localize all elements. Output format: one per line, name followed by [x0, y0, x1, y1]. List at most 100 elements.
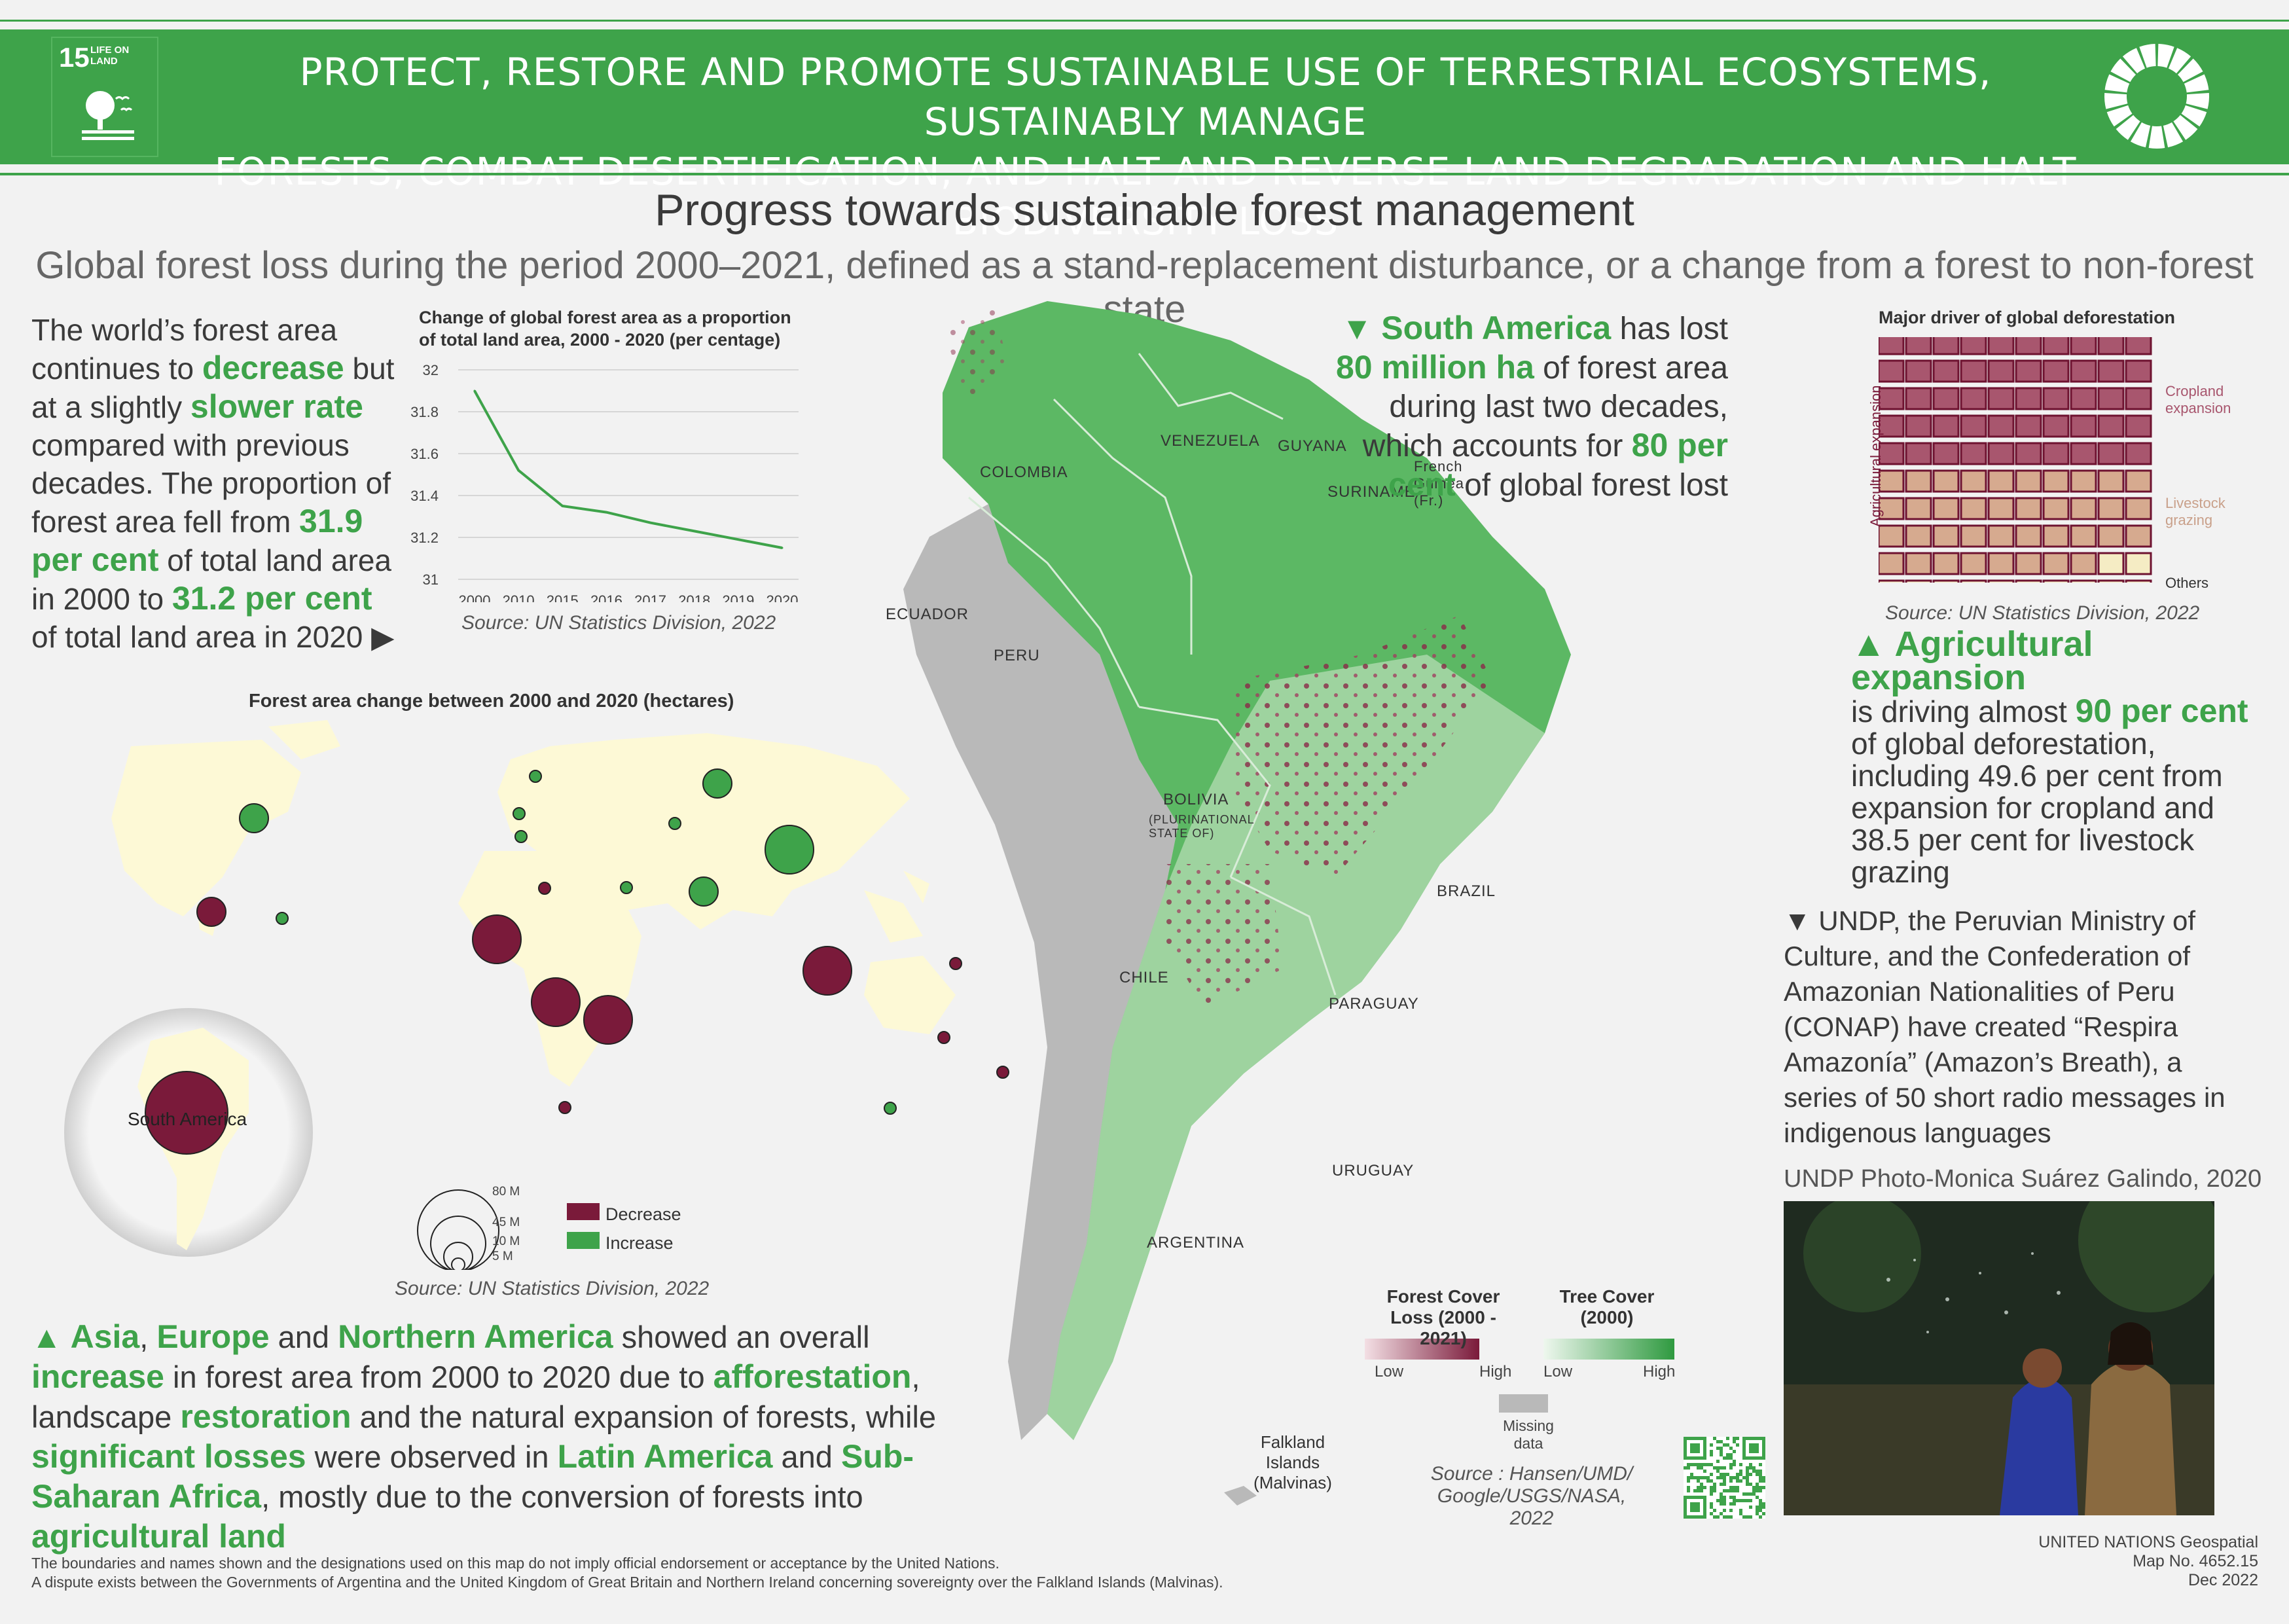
waffle-cell-others	[1879, 579, 1905, 583]
bubble-pacific	[996, 1066, 1009, 1079]
label-cropland: Cropland expansion	[2165, 383, 2231, 416]
falklands-shape	[1224, 1486, 1257, 1506]
waffle-cell-livestock	[1879, 469, 1905, 493]
disclaimer-line1: The boundaries and names shown and the d…	[31, 1555, 1000, 1572]
legend-increase-swatch	[567, 1232, 600, 1249]
waffle-cell-cropland	[2125, 387, 2152, 410]
arc-of-deforestation	[1231, 615, 1492, 877]
waffle-cell-cropland	[2097, 337, 2125, 355]
loss-legend-low: Low	[1375, 1363, 1404, 1380]
agri-text-2: of global deforestation, including 49.6 …	[1851, 727, 2223, 889]
label-argentina: ARGENTINA	[1147, 1234, 1245, 1252]
andes-missing-data-area	[903, 504, 1178, 1440]
size-legend-10m: 10 M	[492, 1235, 520, 1248]
bubble-northern-africa	[538, 882, 551, 895]
waffle-cell-cropland	[1879, 414, 1905, 438]
south-america-forest-map	[903, 301, 1674, 1506]
low-tree-cover-area	[1047, 655, 1545, 1440]
page-subtitle: Global forest loss during the period 200…	[35, 244, 2254, 331]
waffle-cell-cropland	[1905, 337, 1932, 355]
data-point	[649, 522, 652, 524]
intro-text-2: but at a slightly	[31, 352, 395, 424]
world-map-title: Forest area change between 2000 and 2020…	[249, 691, 734, 712]
x-tick-label: 2016	[590, 592, 622, 602]
qr-code-icon[interactable]	[1684, 1437, 1765, 1519]
summary-text-2: in forest area from 2000 to 2020 due to	[173, 1360, 705, 1394]
label-paraguay: PARAGUAY	[1329, 995, 1419, 1013]
line-chart-title: Change of global forest area as a propor…	[419, 308, 791, 350]
wheel-segment	[2186, 93, 2209, 109]
waffle-cell-livestock	[1987, 552, 2015, 575]
waffle-cell-livestock	[1932, 524, 1960, 548]
summary-europe: Europe	[156, 1318, 270, 1355]
waffle-cell-cropland	[2097, 387, 2125, 410]
waffle-cell-livestock	[1960, 497, 1987, 520]
data-point	[517, 469, 520, 472]
y-tick-label: 31	[423, 571, 439, 588]
bubble-southern-africa	[558, 1101, 571, 1114]
waffle-cell-livestock	[1879, 552, 1905, 575]
waffle-cell-others	[2125, 552, 2152, 575]
page-title: Progress towards sustainable forest mana…	[655, 185, 1634, 235]
summary-sub-saharan-africa: Sub-Saharan Africa	[31, 1438, 914, 1515]
waffle-cell-livestock	[1932, 552, 1960, 575]
waffle-cell-others	[2097, 552, 2125, 575]
sdg-15-tile: 15 LIFE ON LAND	[51, 37, 158, 157]
intro-text-1: The world’s forest area continues to	[31, 313, 338, 386]
tree-legend-title: Tree Cover (2000)	[1559, 1286, 1655, 1327]
waffle-cell-cropland	[2042, 359, 2070, 383]
intro-text-4: of total land area in 2000 to	[31, 543, 391, 616]
tree-gradient-legend	[1543, 1339, 1674, 1360]
wheel-segment	[2122, 48, 2146, 74]
summary-asia: Asia	[70, 1318, 140, 1355]
intro-value-2000: 31.9 per cent	[31, 503, 363, 578]
goal-title-line1: PROTECT, RESTORE AND PROMOTE SUSTAINABLE…	[299, 50, 1992, 144]
waffle-cell-livestock	[2015, 552, 2042, 575]
waffle-cell-livestock	[1879, 524, 1905, 548]
waffle-cell-cropland	[2097, 359, 2125, 383]
wheel-segment	[2130, 122, 2151, 148]
x-tick-label: 2015	[547, 592, 579, 602]
waffle-cell-livestock	[1987, 497, 2015, 520]
label-bolivia: BOLIVIA	[1163, 791, 1229, 808]
forest-area-line-chart: 31 31.2 31.4 31.6 31.8 32 2000 2010 2015 2016 2017…	[410, 362, 799, 602]
header-banner: 15 LIFE ON LAND PROTECT, RESTORE AND PRO…	[0, 29, 2289, 244]
tree-icon	[82, 91, 134, 140]
sa-region: South America	[1381, 310, 1612, 346]
bubble-western-asia	[620, 881, 633, 894]
waffle-cell-livestock	[1879, 497, 1905, 520]
bubble-western-africa	[472, 914, 522, 964]
y-tick-label: 32	[423, 362, 439, 378]
intro-decrease: decrease	[202, 350, 344, 386]
size-legend-5m: 5 M	[492, 1250, 513, 1263]
waffle-cell-cropland	[2070, 414, 2097, 438]
waffle-cell-cropland	[1905, 442, 1932, 465]
waffle-cell-cropland	[1987, 337, 2015, 355]
world-map	[64, 720, 1009, 1270]
waffle-cell-livestock	[1905, 497, 1932, 520]
waffle-cell-livestock	[2042, 497, 2070, 520]
bubble-south-eastern-asia	[802, 946, 852, 996]
bubble-western-europe	[513, 807, 526, 820]
sdg-number: 15	[59, 42, 90, 73]
bubble-eastern-africa	[583, 995, 633, 1045]
data-point	[605, 511, 607, 514]
waffle-cell-cropland	[2042, 387, 2070, 410]
bubble-southern-asia	[689, 876, 719, 907]
waffle-cell-livestock	[2097, 497, 2125, 520]
bubble-russia	[702, 768, 732, 799]
waffle-cell-livestock	[2097, 469, 2125, 493]
loss-legend-title: Forest Cover Loss (2000 - 2021)	[1386, 1286, 1500, 1348]
loss-gradient-legend	[1365, 1339, 1479, 1360]
wheel-segment	[2148, 126, 2165, 149]
label-guyana: GUYANA	[1278, 437, 1347, 455]
waffle-cell-cropland	[2015, 442, 2042, 465]
waffle-cell-cropland	[1879, 387, 1905, 410]
waffle-cell-others	[1987, 579, 2015, 583]
waffle-cell-others	[2097, 579, 2125, 583]
label-suriname: SURINAME	[1327, 483, 1416, 501]
bubble-melanesia-north	[949, 957, 962, 970]
summary-text-4: and the natural expansion of forests, wh…	[359, 1399, 937, 1434]
children-water-photo	[1784, 1201, 2214, 1515]
sa-text-1: has lost	[1619, 312, 1728, 346]
